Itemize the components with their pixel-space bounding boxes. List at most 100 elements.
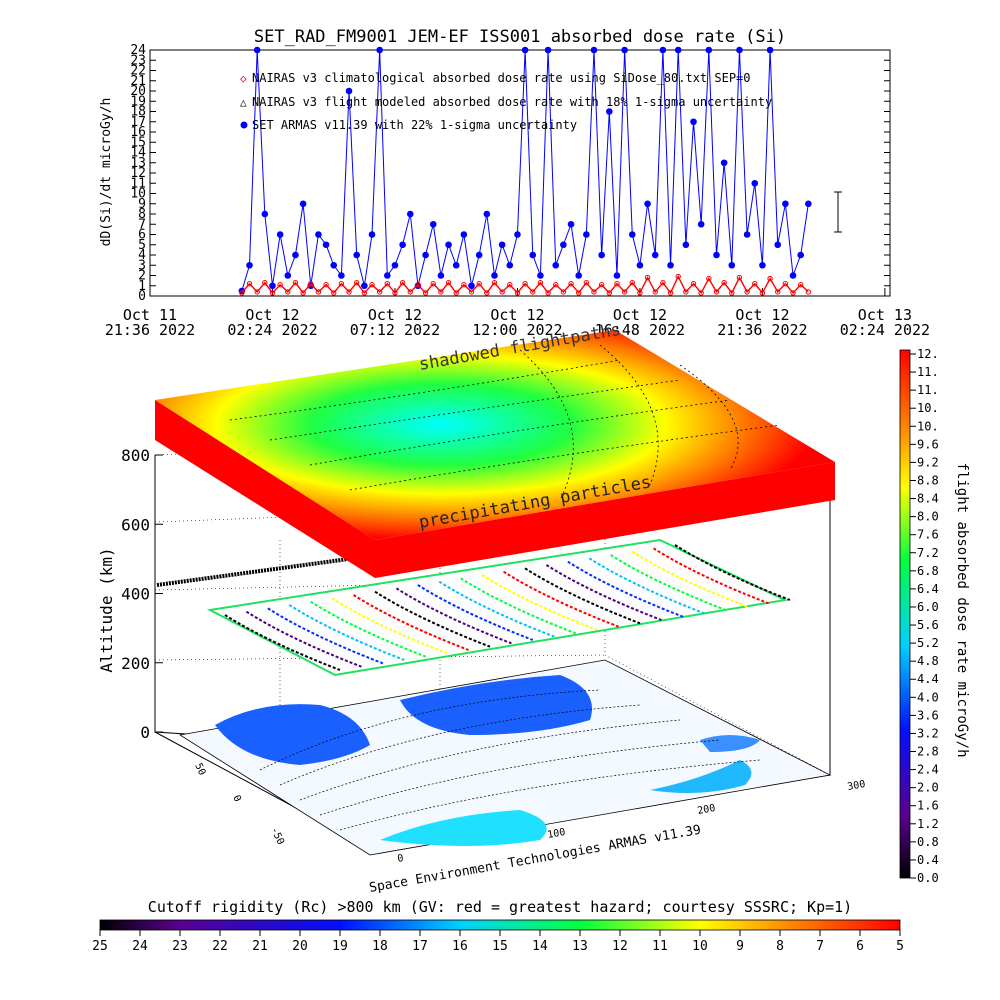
- nairas-data-point: [736, 274, 743, 281]
- armas-data-point: [613, 272, 621, 279]
- nairas-data-point: [713, 289, 720, 295]
- armas-series-line: [241, 49, 809, 292]
- x-tick-label-time: 02:24 2022: [840, 321, 930, 339]
- flight-stripe: [567, 560, 684, 618]
- flight-stripe: [395, 587, 512, 645]
- cutoff-rigidity-tick-label: 22: [212, 939, 228, 954]
- cutoff-rigidity-tick-label: 18: [372, 939, 388, 954]
- armas-data-point: [659, 46, 667, 54]
- armas-data-point: [429, 220, 437, 228]
- armas-data-point: [651, 251, 659, 259]
- nairas-data-point: [461, 282, 467, 288]
- z-tick-label: 800: [121, 446, 150, 465]
- x-tick-label-time: 12:00 2022: [472, 321, 562, 339]
- cutoff-rigidity-tick-label: 5: [896, 939, 904, 954]
- nairas-data-point: [407, 289, 413, 295]
- nairas-data-point: [644, 274, 651, 281]
- dose-slab-side: [155, 400, 375, 578]
- nairas-data-point: [698, 290, 704, 296]
- dose-colorbar-tick-label: 0.8: [917, 835, 939, 849]
- armas-data-point: [774, 241, 782, 249]
- z-tick-label: 400: [121, 585, 150, 604]
- flight-stripe: [653, 547, 769, 605]
- dose-colorbar-tick-label: 1.2: [917, 817, 939, 831]
- dose-colorbar-tick-label: 3.2: [917, 726, 939, 740]
- dose-colorbar-tick-label: 2.0: [917, 781, 939, 795]
- cutoff-rigidity-tick-label: 13: [572, 939, 588, 954]
- nairas-data-point: [445, 279, 452, 286]
- scene-3d: shadowed flightpaths precipitating parti…: [97, 320, 866, 896]
- flight-stripe: [674, 544, 791, 601]
- dose-colorbar-tick-label: 2.8: [917, 745, 939, 759]
- dose-colorbar-ticks: 12. 11. 11. 10. 10. 9.6 9.2 8.8 8.4 8.0 7.6 7.2 6.8 6…: [910, 347, 939, 885]
- y-tick-label: 2: [138, 269, 146, 284]
- top-chart-ylabel: dD(Si)/dt microGy/h: [99, 98, 114, 247]
- armas-data-point: [506, 261, 514, 269]
- armas-data-point: [644, 200, 651, 208]
- dose-colorbar-label: flight absorbed dose rate microGy/h: [954, 462, 970, 757]
- cutoff-rigidity-tick-label: 15: [492, 939, 508, 954]
- lat-tick-label: -50: [268, 826, 286, 847]
- armas-data-point: [621, 46, 628, 54]
- armas-data-point: [766, 46, 774, 54]
- dose-colorbar-tick-label: 11.: [917, 365, 939, 379]
- nairas-data-point: [392, 290, 398, 296]
- cutoff-rigidity-tick-label: 6: [856, 939, 864, 954]
- cutoff-rigidity-ticks: 25 24 23 22 21 20 19 18 17 16 15 14 13 12 11 10 9 8 7 6 5: [92, 930, 904, 954]
- flight-stripe: [310, 600, 427, 658]
- top-chart-series: [238, 46, 812, 296]
- armas-data-point: [353, 251, 360, 259]
- nairas-data-point: [675, 273, 681, 280]
- flight-stripe: [438, 580, 555, 638]
- nairas-data-point: [568, 281, 574, 287]
- cutoff-rigidity-tick-label: 14: [532, 939, 548, 954]
- nairas-data-point: [583, 279, 590, 286]
- y-tick-label: 13: [130, 156, 146, 171]
- cutoff-rigidity-tick-label: 23: [172, 939, 188, 954]
- armas-data-point: [246, 261, 253, 269]
- dose-colorbar-tick-label: 8.4: [917, 492, 939, 506]
- nairas-data-point: [545, 290, 551, 296]
- legend-marker-nairas-flight: △: [240, 96, 247, 109]
- legend-item-armas: SET ARMAS v11.39 with 22% 1-sigma uncert…: [252, 118, 577, 132]
- nairas-data-point: [782, 281, 789, 287]
- y-tick-label: 8: [138, 207, 146, 222]
- lat-tick-label: 0: [230, 794, 243, 804]
- flight-stripe: [503, 570, 619, 628]
- x-tick-label-time: 21:36 2022: [105, 321, 195, 339]
- armas-data-point: [253, 46, 261, 54]
- flight-stripe: [481, 574, 598, 631]
- y-tick-label: 4: [138, 248, 146, 263]
- nairas-data-point: [415, 282, 421, 288]
- armas-data-point: [590, 46, 598, 54]
- armas-data-point: [468, 282, 475, 290]
- dose-colorbar-tick-label: 1.6: [917, 799, 939, 813]
- nairas-data-point: [721, 279, 727, 286]
- flight-stripe: [610, 554, 727, 611]
- nairas-data-point: [239, 290, 245, 296]
- lat-tick-label: 50: [192, 762, 207, 778]
- dose-colorbar: [899, 349, 911, 879]
- armas-data-point: [269, 282, 276, 290]
- armas-data-point: [636, 261, 644, 269]
- nairas-data-point: [353, 279, 360, 286]
- nairas-data-point: [315, 289, 322, 295]
- armas-data-point: [575, 272, 582, 279]
- map-landmass-africa-europe: [215, 704, 370, 765]
- x-tick-label-date: Oct 13: [858, 306, 912, 324]
- y-tick-label: 14: [130, 146, 146, 161]
- cutoff-rigidity-tick-label: 24: [132, 939, 148, 954]
- dose-colorbar-tick-label: 7.6: [917, 528, 939, 542]
- armas-data-point: [422, 251, 429, 259]
- flight-stripe: [460, 577, 577, 635]
- nairas-data-point: [491, 279, 498, 286]
- nairas-data-point: [361, 290, 368, 296]
- x-tick-label-time: 07:12 2022: [350, 321, 440, 339]
- map-landmass-asia: [400, 675, 592, 735]
- z-tick-label: 600: [121, 515, 150, 534]
- nairas-data-point: [484, 290, 490, 296]
- flight-stripe: [524, 567, 641, 625]
- nairas-data-point: [530, 289, 536, 295]
- nairas-data-point: [285, 289, 291, 295]
